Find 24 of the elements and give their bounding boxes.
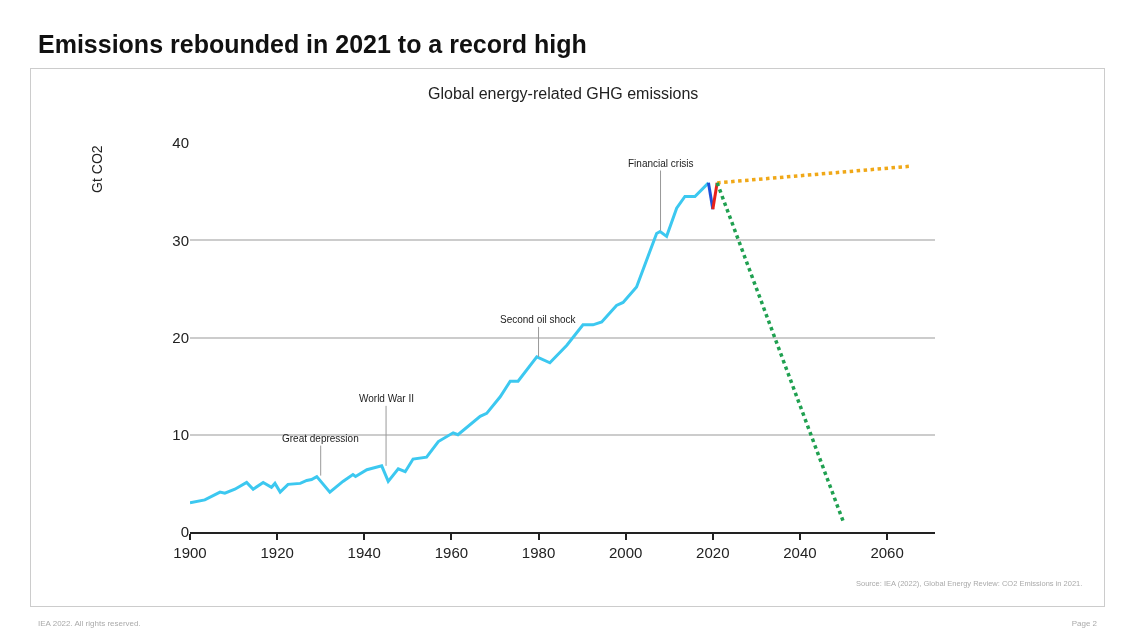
annotation: World War II (359, 393, 415, 404)
chart-subtitle: Global energy-related GHG emissions (428, 85, 699, 102)
annotation: Financial crisis (628, 158, 694, 169)
y-tick-label: 40 (172, 134, 189, 152)
x-tick-label: 2000 (608, 544, 643, 561)
annotation: Second oil shock (500, 314, 577, 325)
y-tick-label: 30 (172, 231, 189, 249)
text: IEA 2022. All rights reserved. (38, 619, 141, 628)
annotation: Great depression (282, 433, 359, 444)
x-tick-label: 1960 (434, 544, 469, 561)
x-tick-label: 2020 (696, 544, 730, 561)
y-tick-label: 10 (172, 426, 189, 443)
line-series (190, 181, 710, 505)
x-tick-label: 1940 (347, 544, 381, 561)
x-tick-label: 1920 (260, 544, 294, 561)
x-tick-label: 2040 (783, 544, 817, 561)
x-tick-label: 1980 (521, 544, 556, 561)
y-tick-label: 20 (172, 328, 189, 346)
y-axis-title: Gt CO2 (88, 145, 105, 193)
text: Page 2 (1071, 619, 1097, 628)
x-tick-label: 1900 (173, 544, 207, 561)
y-tick-label: 0 (180, 523, 189, 541)
chart-title: Emissions rebounded in 2021 to a record high (38, 30, 587, 59)
x-tick-label: 2060 (870, 544, 904, 561)
